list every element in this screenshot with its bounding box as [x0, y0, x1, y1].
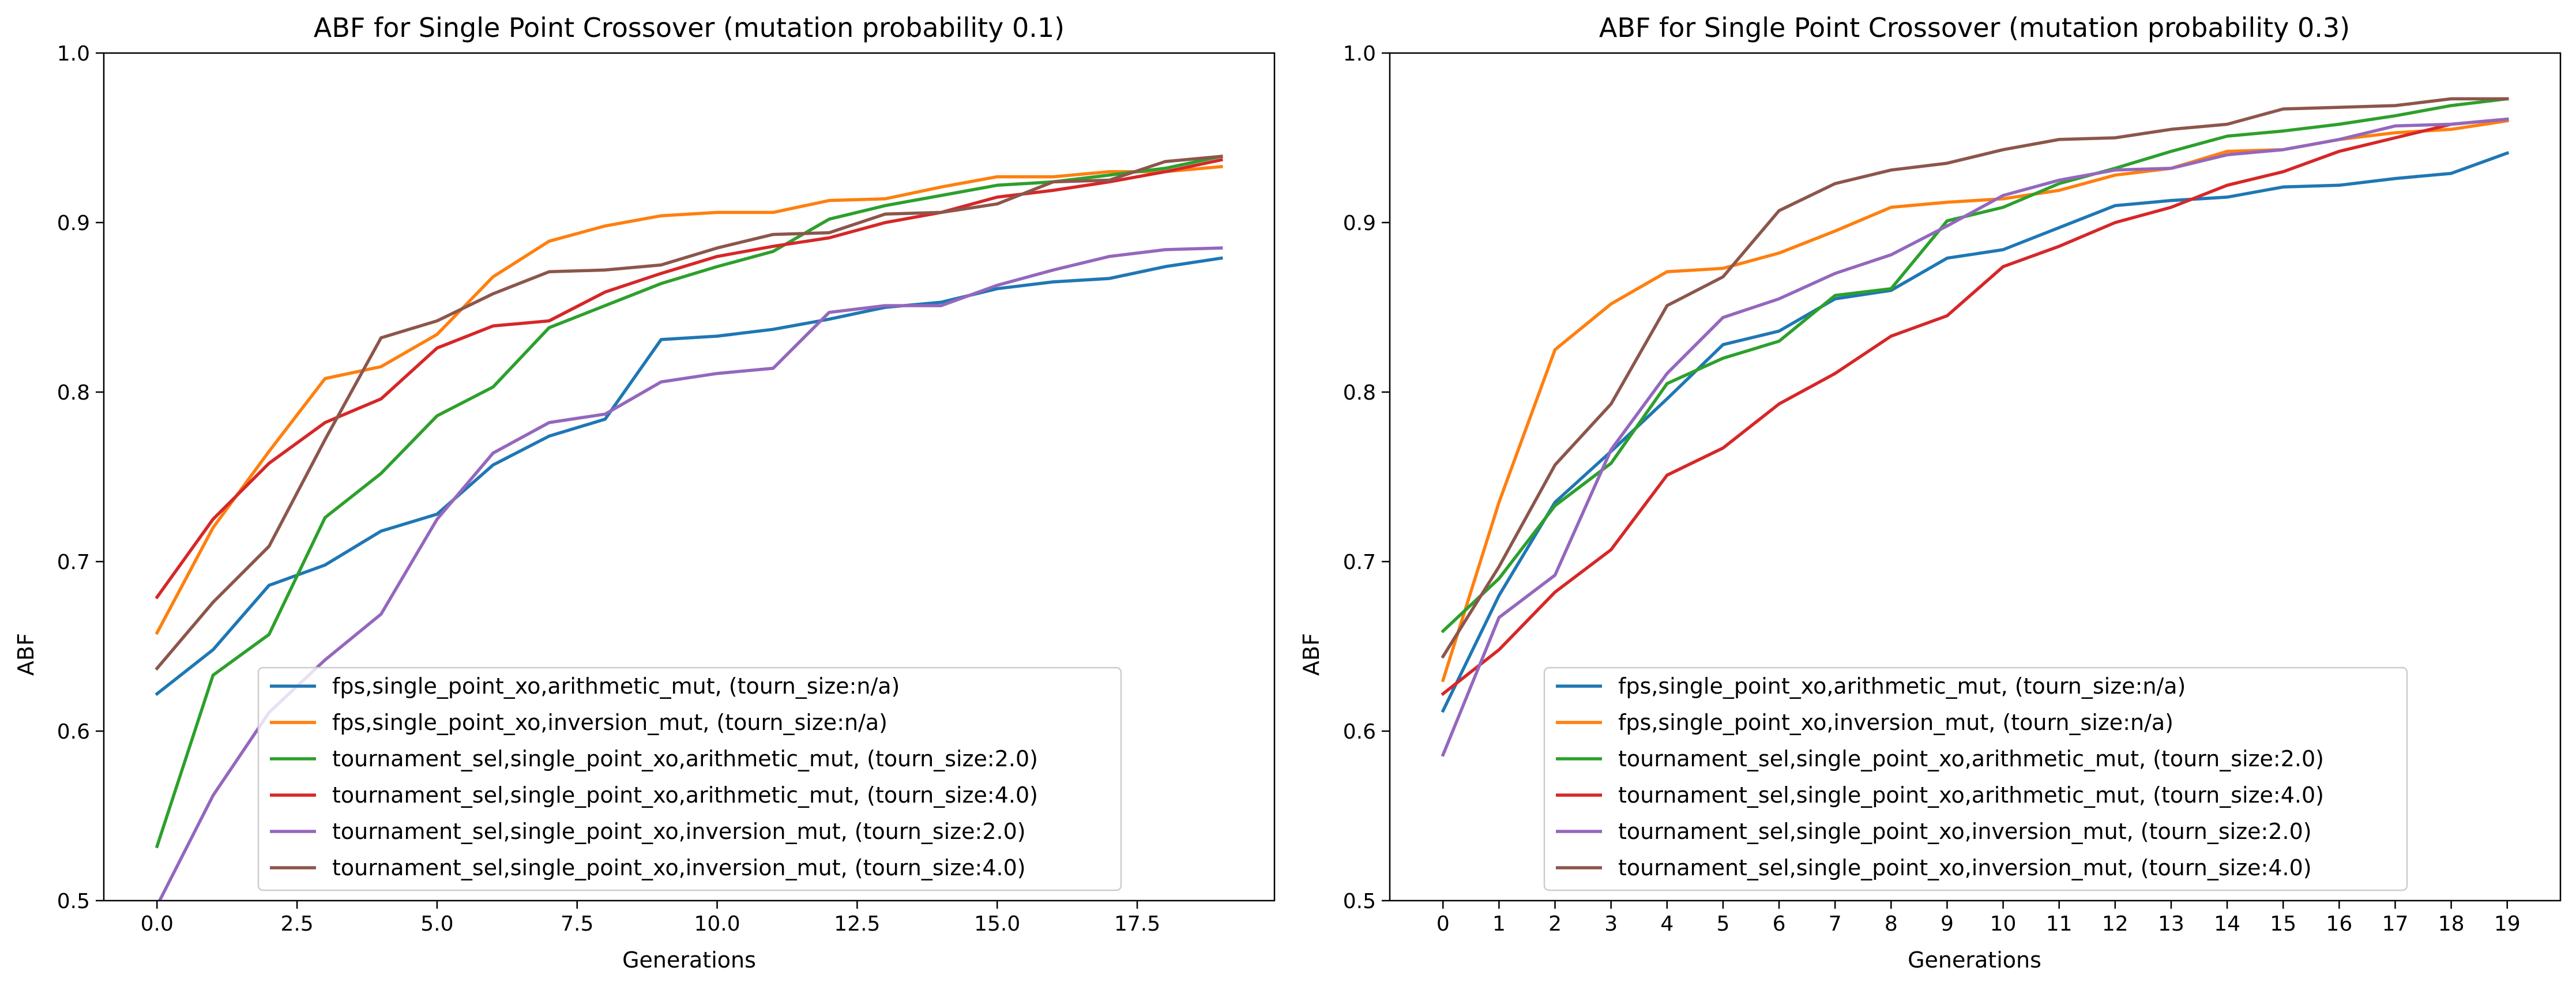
chart-left-xtick-label: 15.0 [974, 912, 1020, 936]
chart-right-ticks: 0 1 2 3 4 5 6 7 8 9 10 11 12 13 14 15 16 17 18 190.50.60.70… [1343, 42, 2521, 936]
chart-right-xtick-label: 16 [2326, 912, 2352, 936]
chart-right-legend-box [1543, 667, 2408, 891]
chart-right-ylabel: ABF [1299, 633, 1324, 676]
chart-left-ytick-label: 0.7 [57, 551, 90, 574]
chart-left-series-line-3 [155, 155, 1223, 849]
chart-left-ticks: 0.0 2.5 5.0 7.5 10.0 12.5 15.0 17.5 0.5 0.6 0.7 0.8… [57, 42, 1160, 936]
chart-left: ABF for Single Point Crossover (mutation… [13, 12, 1276, 973]
chart-left-ytick-label: 0.8 [57, 381, 90, 405]
chart-right-xtick-label: 3 [1604, 912, 1618, 936]
chart-right-title: ABF for Single Point Crossover (mutation… [1599, 12, 2350, 43]
chart-right-xtick-label: 2 [1548, 912, 1562, 936]
chart-left-legend-entry: fps,single_point_xo,arithmetic_mut, (tou… [332, 673, 900, 699]
chart-right-ytick-label: 0.9 [1343, 212, 1376, 235]
chart-right-xtick-label: 14 [2214, 912, 2240, 936]
chart-left-legend-entry: tournament_sel,single_point_xo,arithmeti… [332, 782, 1038, 808]
chart-right-plot-frame [1389, 52, 2562, 902]
chart-right-series [1441, 97, 2510, 757]
chart-right-series-line-5 [1441, 117, 2509, 757]
chart-left-title: ABF for Single Point Crossover (mutation… [314, 12, 1065, 43]
chart-left-ytick-label: 1.0 [57, 42, 90, 66]
chart-left-legend-entry: tournament_sel,single_point_xo,inversion… [332, 819, 1026, 844]
chart-right-legend: fps,single_point_xo,arithmetic_mut, (tou… [1543, 667, 2408, 891]
chart-left-ytick-label: 0.5 [57, 890, 90, 913]
chart-right-xtick-label: 18 [2438, 912, 2465, 936]
chart-right-legend-entry: tournament_sel,single_point_xo,inversion… [1618, 819, 2312, 844]
chart-left-xtick-label: 0.0 [141, 912, 174, 936]
chart-right-xtick-label: 13 [2158, 912, 2184, 936]
chart-left-legend-entry: tournament_sel,single_point_xo,inversion… [332, 855, 1026, 880]
chart-left-xtick-label: 10.0 [694, 912, 740, 936]
chart-left-xtick-label: 12.5 [834, 912, 880, 936]
chart-right-xtick-label: 8 [1885, 912, 1898, 936]
chart-right-xtick-label: 9 [1941, 912, 1954, 936]
chart-right-legend-entry: fps,single_point_xo,inversion_mut, (tour… [1618, 710, 2173, 735]
chart-left-ytick-label: 0.6 [57, 720, 90, 744]
chart-right: ABF for Single Point Crossover (mutation… [1299, 12, 2562, 973]
chart-right-xtick-label: 11 [2046, 912, 2073, 936]
chart-right-xtick-label: 15 [2270, 912, 2296, 936]
chart-right-legend-entry: fps,single_point_xo,arithmetic_mut, (tou… [1618, 673, 2186, 699]
chart-left-legend: fps,single_point_xo,arithmetic_mut, (tou… [257, 667, 1122, 891]
chart-left-plot-frame [103, 52, 1276, 902]
chart-right-ytick-label: 1.0 [1343, 42, 1376, 66]
chart-left-series [155, 155, 1223, 901]
chart-right-series-line-3 [1441, 97, 2509, 634]
chart-left-xtick-label: 7.5 [561, 912, 593, 936]
chart-left-legend-box [257, 667, 1122, 891]
chart-right-xtick-label: 4 [1660, 912, 1674, 936]
chart-left-series-line-5 [157, 246, 1223, 901]
chart-right-xtick-label: 10 [1990, 912, 2017, 936]
chart-right-xtick-label: 17 [2382, 912, 2409, 936]
chart-right-legend-entry: tournament_sel,single_point_xo,inversion… [1618, 855, 2312, 880]
chart-left-xtick-label: 17.5 [1114, 912, 1160, 936]
chart-right-xtick-label: 6 [1773, 912, 1786, 936]
chart-right-xtick-label: 19 [2494, 912, 2521, 936]
chart-right-ytick-label: 0.7 [1343, 551, 1376, 574]
chart-left-series-line-6 [155, 155, 1223, 671]
chart-right-ytick-label: 0.5 [1343, 890, 1376, 913]
chart-left-ylabel: ABF [13, 633, 39, 676]
chart-right-xtick-label: 5 [1716, 912, 1729, 936]
chart-right-legend-entry: tournament_sel,single_point_xo,arithmeti… [1618, 746, 2324, 771]
chart-right-xtick-label: 12 [2102, 912, 2129, 936]
chart-right-xtick-label: 0 [1436, 912, 1450, 936]
chart-left-legend-entry: fps,single_point_xo,inversion_mut, (tour… [332, 710, 888, 735]
chart-left-series-line-2 [155, 165, 1223, 635]
chart-right-xtick-label: 1 [1492, 912, 1506, 936]
chart-right-xlabel: Generations [1908, 947, 2041, 973]
chart-right-ytick-label: 0.8 [1343, 381, 1376, 405]
chart-left-xtick-label: 5.0 [420, 912, 453, 936]
chart-left-ytick-label: 0.9 [57, 212, 90, 235]
chart-right-series-line-6 [1441, 97, 2509, 659]
chart-left-xlabel: Generations [622, 947, 756, 973]
chart-right-series-line-4 [1441, 117, 2509, 697]
chart-left-xtick-label: 2.5 [280, 912, 313, 936]
chart-right-legend-entry: tournament_sel,single_point_xo,arithmeti… [1618, 782, 2324, 808]
chart-right-series-line-1 [1441, 150, 2510, 713]
chart-right-ytick-label: 0.6 [1343, 720, 1376, 744]
chart-left-series-line-1 [155, 256, 1223, 697]
chart-right-xtick-label: 7 [1829, 912, 1842, 936]
chart-left-legend-entry: tournament_sel,single_point_xo,arithmeti… [332, 746, 1038, 771]
chart-left-series-line-4 [155, 157, 1223, 600]
